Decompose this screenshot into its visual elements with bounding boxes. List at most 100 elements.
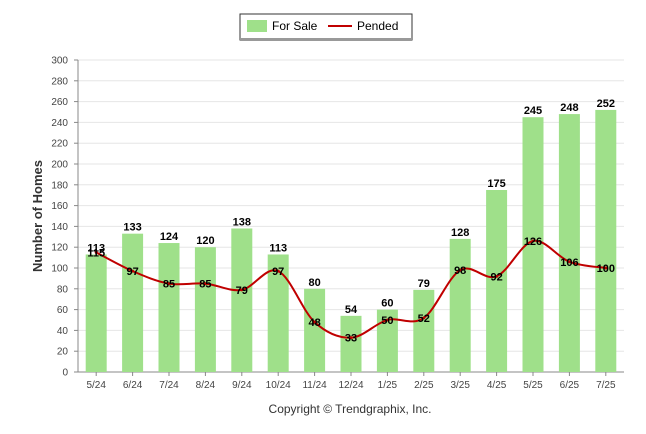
x-tick-label: 11/24 — [302, 380, 327, 391]
x-tick-labels: 5/24 6/24 7/24 8/24 9/24 10/24 11/24 12/24 1/25 2… — [86, 372, 616, 391]
x-tick-label: 4/25 — [487, 380, 507, 391]
line-point — [94, 250, 98, 254]
line-value-label: 92 — [490, 271, 502, 283]
x-tick-label: 12/24 — [338, 380, 363, 391]
y-tick-label: 20 — [57, 347, 69, 358]
bar — [558, 114, 580, 372]
bar — [122, 233, 144, 372]
line-point — [422, 316, 426, 320]
bar — [376, 309, 398, 372]
bar-value-label: 133 — [123, 222, 141, 234]
bar-value-label: 113 — [87, 242, 105, 254]
bar-value-label: 128 — [451, 227, 469, 239]
line-point — [203, 282, 207, 286]
x-tick-label: 1/25 — [378, 380, 398, 391]
x-tick-label: 3/25 — [450, 380, 470, 391]
line-point — [167, 282, 171, 286]
y-tick-label: 200 — [51, 160, 68, 171]
bar-value-label: 175 — [487, 178, 505, 190]
line-point — [349, 336, 353, 340]
line-point — [604, 266, 608, 270]
line-value-label: 97 — [126, 266, 138, 278]
x-tick-label: 8/24 — [196, 380, 216, 391]
legend-label-pended: Pended — [357, 19, 398, 33]
bar-value-label: 248 — [560, 102, 578, 114]
line-value-label: 79 — [236, 285, 248, 297]
bar — [231, 228, 253, 372]
bar-series-for-sale — [85, 109, 617, 373]
legend-shadow — [240, 38, 412, 40]
y-tick-label: 300 — [51, 56, 68, 67]
bar-value-label: 113 — [269, 242, 287, 254]
bar — [449, 238, 471, 372]
line-value-label: 50 — [381, 315, 393, 327]
line-point — [385, 318, 389, 322]
line-point — [313, 320, 317, 324]
bar — [85, 254, 107, 372]
bar-data-labels: 113 133 124 120 138 113 80 54 60 79 128 175 245 248 25… — [87, 98, 615, 316]
bar-value-label: 54 — [345, 304, 358, 316]
y-tick-label: 180 — [51, 180, 68, 191]
x-tick-label: 9/24 — [232, 380, 252, 391]
x-tick-label: 5/25 — [523, 380, 543, 391]
legend-label-for-sale: For Sale — [272, 19, 318, 33]
line-value-label: 100 — [597, 263, 615, 275]
bar-value-label: 79 — [418, 278, 430, 290]
legend-swatch-for-sale — [247, 20, 267, 32]
y-tick-label: 120 — [51, 243, 68, 254]
line-value-label: 85 — [163, 279, 175, 291]
x-tick-label: 6/25 — [560, 380, 580, 391]
y-tick-label: 160 — [51, 201, 68, 212]
line-value-label: 48 — [308, 317, 320, 329]
line-point — [131, 269, 135, 273]
line-value-label: 52 — [418, 313, 430, 325]
y-tick-label: 260 — [51, 97, 68, 108]
y-axis-title: Number of Homes — [30, 160, 45, 272]
bar — [158, 243, 180, 372]
line-value-label: 85 — [199, 279, 211, 291]
bar-value-label: 245 — [524, 105, 542, 117]
bar — [486, 190, 508, 372]
bar — [194, 247, 216, 372]
bar-value-label: 120 — [196, 235, 214, 247]
y-tick-label: 140 — [51, 222, 68, 233]
y-tick-label: 80 — [57, 284, 69, 295]
legend-box — [239, 13, 413, 41]
x-tick-label: 7/24 — [159, 380, 179, 391]
x-tick-label: 5/24 — [86, 380, 106, 391]
line-point — [495, 274, 499, 278]
line-value-label: 98 — [454, 265, 466, 277]
bar — [340, 315, 362, 372]
line-series-pended — [94, 239, 608, 340]
x-tick-label: 6/24 — [123, 380, 143, 391]
x-tick-label: 2/25 — [414, 380, 434, 391]
line-point — [276, 269, 280, 273]
bar-value-label: 60 — [381, 298, 393, 310]
bar-value-label: 138 — [233, 216, 251, 228]
y-tick-label: 0 — [62, 368, 68, 379]
line-data-labels: 115 97 85 85 79 97 48 33 50 52 98 92 126 106 100 — [87, 236, 615, 345]
x-tick-label: 7/25 — [596, 380, 616, 391]
line-value-label: 115 — [87, 247, 105, 259]
y-tick-label: 280 — [51, 76, 68, 87]
copyright-credit: Copyright © Trendgraphix, Inc. — [269, 402, 432, 416]
line-value-label: 33 — [345, 333, 357, 345]
bar — [267, 254, 289, 372]
bar — [595, 109, 617, 373]
bar — [522, 117, 544, 372]
line-point — [458, 268, 462, 272]
line-point — [240, 288, 244, 292]
line-point — [567, 260, 571, 264]
legend[interactable]: For Sale Pended — [239, 13, 413, 41]
bar-value-label: 124 — [160, 231, 179, 243]
bar — [304, 288, 326, 372]
bar — [413, 289, 435, 372]
y-tick-label: 60 — [57, 305, 69, 316]
bar-value-label: 252 — [597, 98, 615, 110]
bar-value-label: 80 — [308, 277, 320, 289]
line-value-label: 126 — [524, 236, 542, 248]
line-point — [531, 239, 535, 243]
y-tick-label: 240 — [51, 118, 68, 129]
